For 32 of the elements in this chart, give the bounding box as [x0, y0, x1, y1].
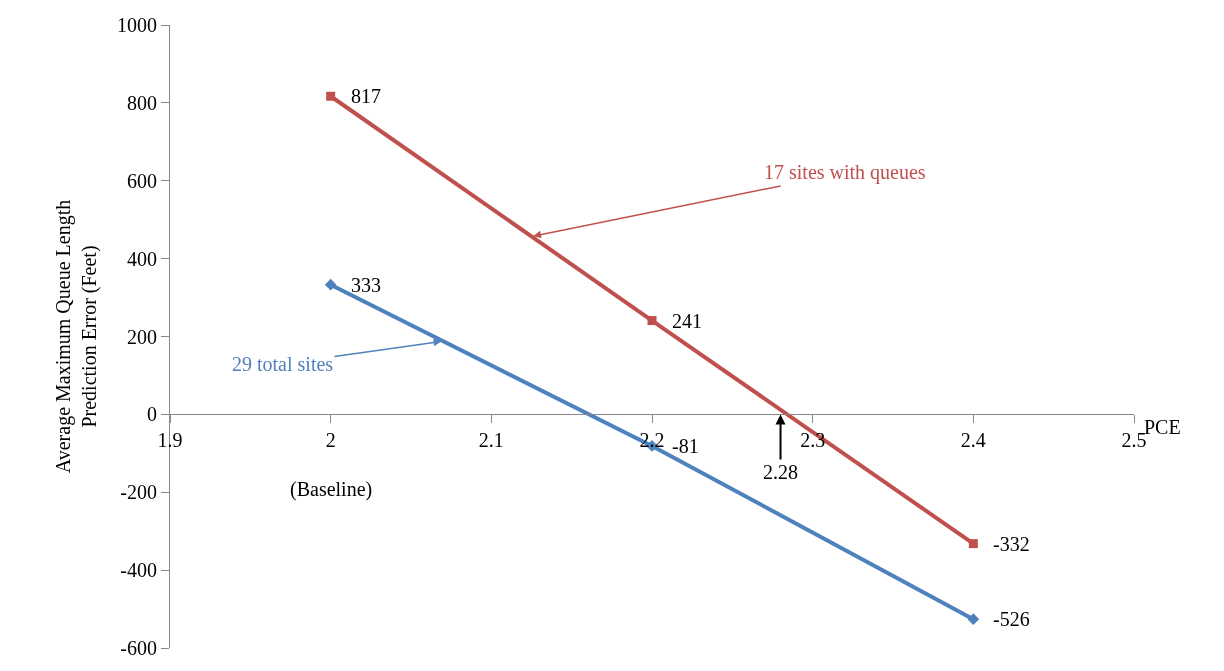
y-tick-label: 200 [127, 325, 157, 348]
y-tick-label: -200 [120, 481, 157, 504]
data-label: -81 [672, 435, 699, 457]
y-tick-label: 400 [127, 247, 157, 270]
y-tick-label: 0 [147, 403, 157, 426]
y-tick-label: 600 [127, 169, 157, 192]
annotation: (Baseline) [290, 478, 373, 501]
x-tick-label: 2.4 [960, 429, 986, 452]
x-tick-label: 2.1 [478, 429, 504, 452]
data-label: 241 [672, 310, 702, 332]
x-tick-label: 1.9 [157, 429, 183, 452]
y-tick-label: -400 [120, 559, 157, 582]
data-label: 333 [351, 274, 381, 296]
text: 29 total sites [232, 353, 334, 375]
data-label: 817 [351, 85, 381, 107]
y-tick-label: 800 [127, 91, 157, 114]
point [968, 539, 978, 549]
data-label: -526 [993, 608, 1030, 630]
y-axis-title: Average Maximum Queue Length Prediction Error (Feet) [51, 199, 101, 474]
x-axis-title: PCE [1144, 416, 1181, 438]
annotation: 2.28 [763, 461, 798, 483]
point [324, 278, 337, 291]
point [647, 316, 657, 326]
point [326, 91, 336, 101]
x-tick-label: 2.3 [800, 429, 826, 452]
point [967, 613, 980, 626]
data-label: -332 [993, 533, 1030, 555]
x-tick-label: 2 [325, 429, 336, 452]
y-tick-label: 1000 [117, 14, 157, 36]
y-tick-label: -600 [120, 637, 157, 659]
x-tick-label: 2.5 [1121, 429, 1147, 452]
text: 17 sites with queues [764, 161, 926, 184]
